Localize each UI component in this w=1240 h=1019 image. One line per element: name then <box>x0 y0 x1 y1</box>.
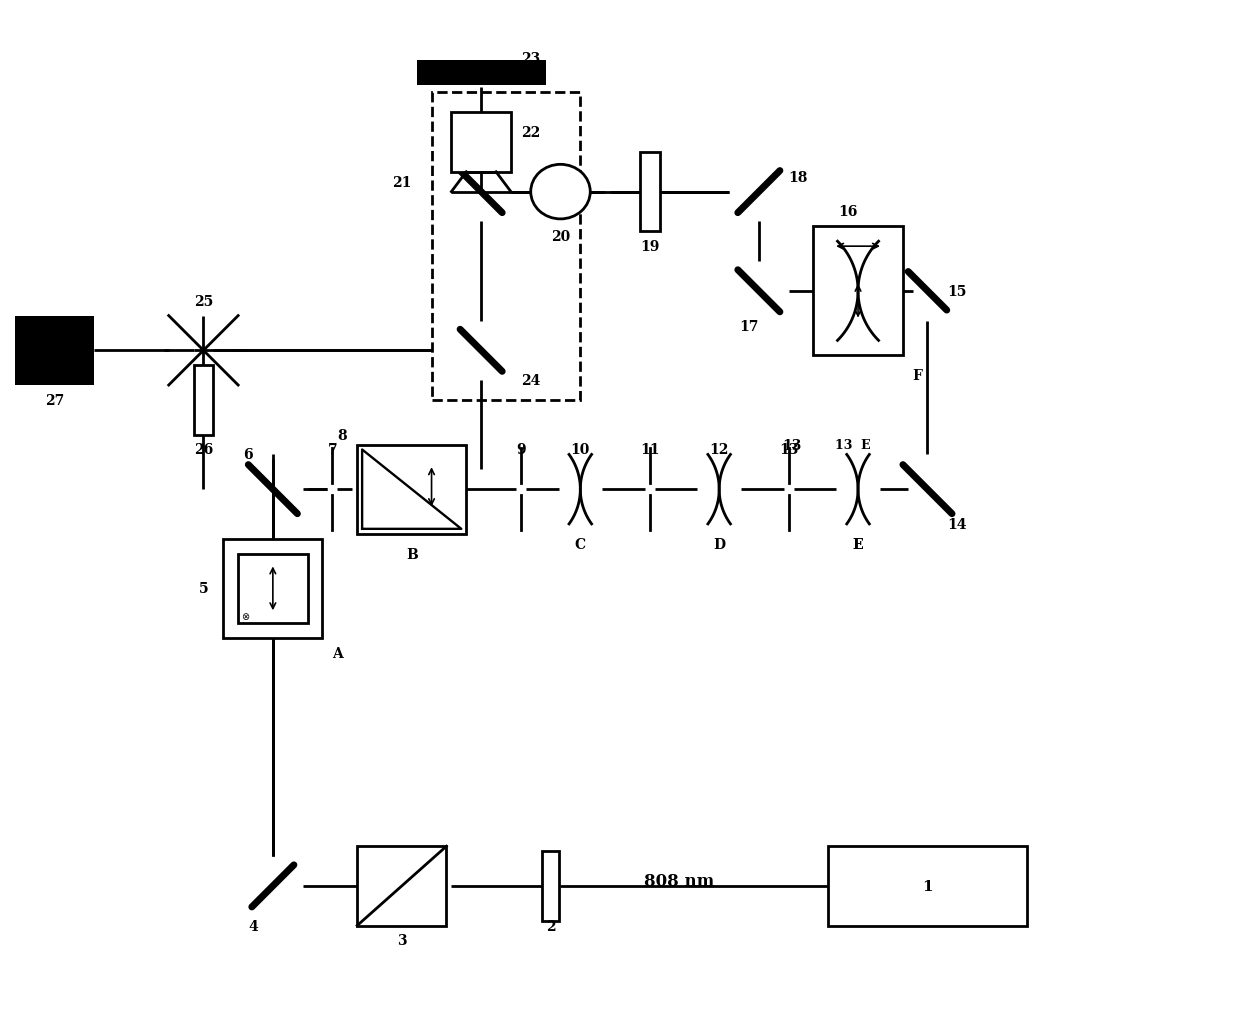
Text: E: E <box>853 537 863 551</box>
Text: 13: 13 <box>782 438 801 452</box>
Text: B: B <box>405 547 418 561</box>
Text: 20: 20 <box>551 230 570 244</box>
Text: 1: 1 <box>923 879 932 893</box>
Text: 10: 10 <box>570 443 590 458</box>
Text: 4: 4 <box>248 919 258 932</box>
Bar <box>432 94 580 400</box>
Text: 12: 12 <box>709 443 729 458</box>
Text: 16: 16 <box>838 205 858 219</box>
Bar <box>238 554 308 624</box>
Text: 22: 22 <box>521 126 541 140</box>
Bar <box>813 227 903 356</box>
Text: D: D <box>713 537 725 551</box>
Text: E: E <box>853 537 863 551</box>
Text: 8: 8 <box>337 428 347 442</box>
Text: A: A <box>332 646 343 660</box>
Text: 13  E: 13 E <box>836 438 870 451</box>
Bar <box>828 847 1027 925</box>
Text: 11: 11 <box>640 443 660 458</box>
Text: 2: 2 <box>546 919 556 932</box>
Text: 5: 5 <box>198 582 208 596</box>
Text: C: C <box>575 537 585 551</box>
Text: 26: 26 <box>193 443 213 458</box>
Text: 3: 3 <box>397 933 407 948</box>
Text: 17: 17 <box>739 319 759 333</box>
Text: 21: 21 <box>392 175 412 190</box>
Bar <box>193 366 213 435</box>
Bar <box>640 153 660 232</box>
Bar <box>15 316 94 385</box>
Text: 25: 25 <box>193 294 213 309</box>
Text: 13: 13 <box>779 443 799 458</box>
Text: 19: 19 <box>640 239 660 254</box>
Text: 808 nm: 808 nm <box>645 872 714 890</box>
Ellipse shape <box>531 165 590 220</box>
Text: 23: 23 <box>521 52 541 65</box>
Text: 14: 14 <box>947 518 967 531</box>
Text: 7: 7 <box>327 443 337 458</box>
Bar <box>451 113 511 172</box>
Bar <box>542 851 559 921</box>
Text: 15: 15 <box>947 284 967 299</box>
Text: 27: 27 <box>45 393 64 408</box>
Bar <box>357 445 466 534</box>
Text: ⊗: ⊗ <box>241 611 249 622</box>
Bar <box>357 847 446 925</box>
Bar <box>417 61 546 86</box>
Text: 18: 18 <box>789 170 808 184</box>
Text: 9: 9 <box>516 443 526 458</box>
Text: 6: 6 <box>243 448 253 462</box>
Bar <box>223 539 322 638</box>
Text: F: F <box>913 369 923 383</box>
Text: 24: 24 <box>521 374 541 387</box>
